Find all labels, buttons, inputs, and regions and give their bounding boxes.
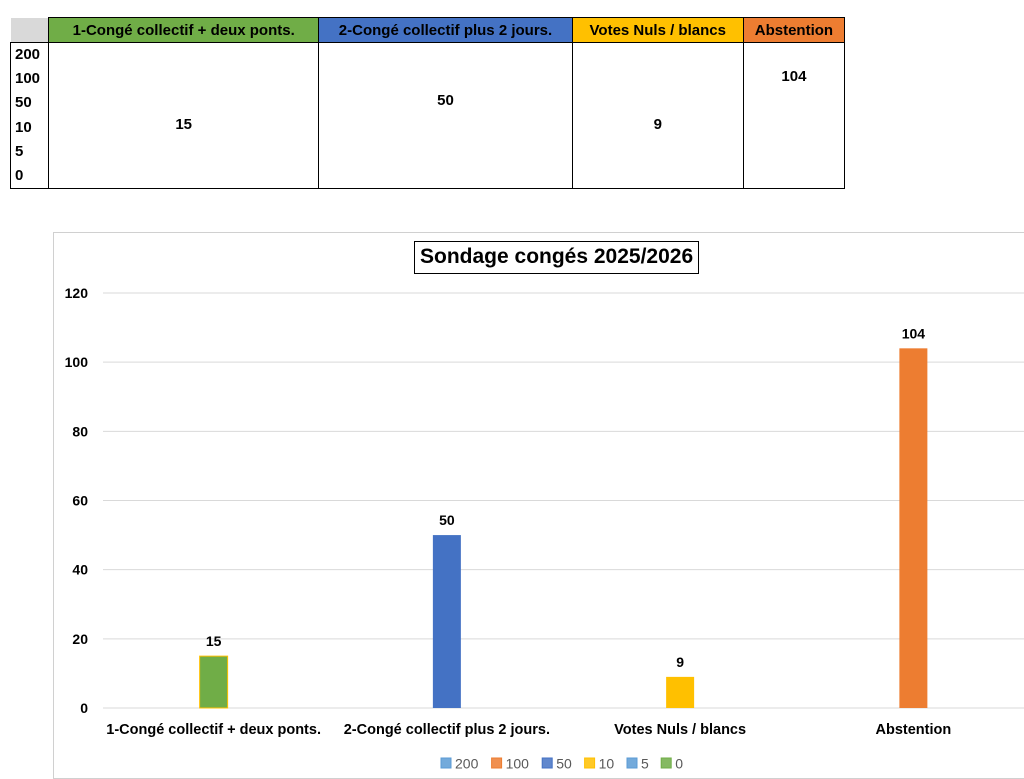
- row-label: 50: [15, 94, 32, 112]
- x-tick-label: 2-Congé collectif plus 2 jours.: [344, 722, 550, 738]
- y-tick-label: 80: [72, 423, 88, 439]
- x-tick-label: Abstention: [876, 722, 952, 738]
- legend-swatch: [626, 757, 638, 769]
- y-tick-label: 120: [65, 285, 89, 301]
- legend-swatch: [491, 757, 503, 769]
- legend-label: 10: [599, 756, 615, 772]
- table-row-labels: 200 100 50 10 5 0: [9, 41, 50, 190]
- row-label: 100: [15, 70, 41, 88]
- bar: [899, 348, 928, 708]
- table-corner-cell: [10, 17, 49, 43]
- row-label: 0: [15, 167, 24, 185]
- y-tick-label: 20: [72, 631, 88, 647]
- y-tick-label: 40: [72, 562, 88, 578]
- data-label: 50: [439, 512, 455, 528]
- table-value-option-1: 15: [175, 116, 193, 133]
- table-cell: 50: [318, 41, 573, 190]
- y-tick-label: 0: [80, 700, 88, 716]
- chart-title: Sondage congés 2025/2026: [414, 241, 700, 274]
- x-tick-label: 1-Congé collectif + deux ponts.: [106, 722, 321, 738]
- data-label: 9: [676, 654, 684, 670]
- table-cell: 9: [571, 41, 744, 190]
- row-label: 200: [15, 46, 41, 63]
- bar: [199, 655, 229, 709]
- bar: [432, 535, 461, 708]
- legend-swatch: [440, 757, 452, 769]
- table-value-blank-votes: 9: [653, 116, 662, 133]
- x-tick-label: Votes Nuls / blancs: [614, 722, 746, 738]
- table-header-blank-votes: Votes Nuls / blancs: [571, 17, 744, 43]
- y-tick-label: 60: [72, 493, 88, 509]
- table-cell: 104: [742, 41, 846, 190]
- legend-swatch: [584, 757, 596, 769]
- y-tick-label: 100: [65, 354, 89, 370]
- legend-swatch: [660, 757, 672, 769]
- table-header-abstention: Abstention: [742, 17, 846, 43]
- legend-label: 0: [675, 756, 683, 772]
- legend-swatch: [541, 757, 553, 769]
- data-table: 1-Congé collectif + deux ponts. 2-Congé …: [9, 17, 846, 190]
- bar: [666, 676, 695, 708]
- table-value-option-2: 50: [437, 92, 454, 109]
- legend-label: 50: [556, 756, 572, 772]
- table-header-option-2: 2-Congé collectif plus 2 jours.: [318, 17, 573, 43]
- table-value-abstention: 104: [781, 68, 807, 85]
- legend-label: 200: [455, 756, 479, 772]
- data-label: 104: [902, 325, 926, 341]
- row-label: 5: [15, 142, 24, 160]
- legend-label: 100: [506, 756, 530, 772]
- legend-label: 5: [641, 756, 649, 772]
- row-label: 10: [15, 118, 32, 136]
- data-label: 15: [206, 633, 222, 649]
- table-cell: 15: [48, 41, 320, 190]
